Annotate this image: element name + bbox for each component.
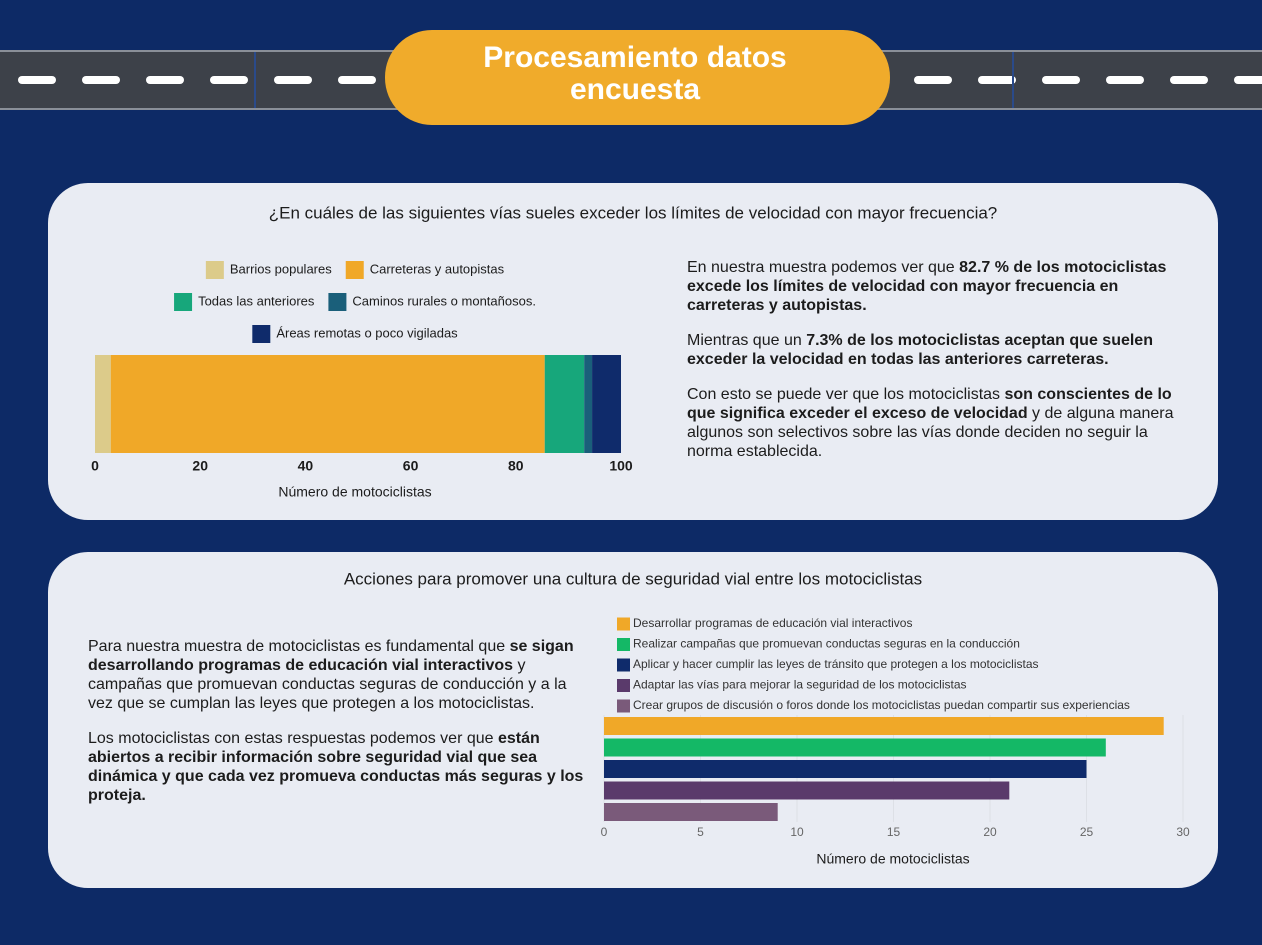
legend-swatch [617, 658, 630, 672]
text-run: Los motociclistas con estas respuestas p… [88, 730, 498, 747]
paragraph: Mientras que un 7.3% de los motociclista… [687, 331, 1192, 369]
road-dash [1234, 76, 1262, 84]
road-dash [1042, 76, 1080, 84]
bar [604, 803, 778, 821]
text-run: 7.3% de los motociclistas aceptan que su… [687, 332, 1153, 368]
x-axis-label: Número de motociclistas [278, 484, 431, 500]
road-dash [18, 76, 56, 84]
text-run: están abiertos a recibir información sob… [88, 730, 584, 804]
chart-title: ¿En cuáles de las siguientes vías sueles… [269, 203, 998, 222]
bar [604, 781, 1010, 800]
x-tick-label: 100 [609, 458, 633, 474]
x-tick-label: 0 [91, 458, 99, 474]
legend-label: Áreas remotas o poco vigiladas [276, 325, 458, 340]
x-tick-label: 20 [192, 458, 208, 474]
page-title: Procesamiento datos encuesta [483, 41, 787, 106]
text-run: se sigan desarrollando programas de educ… [88, 638, 574, 674]
x-tick-label: 10 [790, 825, 804, 839]
road-dash [978, 76, 1016, 84]
legend-swatch [617, 617, 630, 631]
road-dash [82, 76, 120, 84]
paragraph: Para nuestra muestra de motociclistas es… [88, 637, 588, 713]
x-tick-label: 25 [1080, 825, 1094, 839]
text-block: Para nuestra muestra de motociclistas es… [88, 637, 588, 821]
road-dash [210, 76, 248, 84]
x-tick-label: 5 [697, 825, 704, 839]
legend-label: Crear grupos de discusión o foros donde … [633, 698, 1130, 712]
legend-label: Desarrollar programas de educación vial … [633, 616, 912, 630]
legend-label: Realizar campañas que promuevan conducta… [633, 637, 1020, 651]
road-dash [338, 76, 376, 84]
text-run: Mientras que un [687, 332, 807, 349]
text-run: En nuestra muestra podemos ver que [687, 259, 960, 276]
x-tick-label: 0 [601, 825, 608, 839]
paragraph: En nuestra muestra podemos ver que 82.7 … [687, 258, 1192, 315]
road-dash [1170, 76, 1208, 84]
bar-segment [110, 355, 545, 453]
text-run: 82.7 % de los motociclistas excede los l… [687, 259, 1167, 314]
legend-label: Adaptar las vías para mejorar la segurid… [633, 678, 967, 692]
legend-label: Carreteras y autopistas [370, 261, 505, 276]
legend-label: Barrios populares [230, 261, 332, 276]
text-run: Con esto se puede ver que los motociclis… [687, 386, 1005, 403]
paragraph: Los motociclistas con estas respuestas p… [88, 729, 588, 805]
bar [604, 760, 1087, 778]
chart-title: Acciones para promover una cultura de se… [344, 569, 922, 588]
bar-segment [584, 355, 593, 453]
x-tick-label: 15 [887, 825, 901, 839]
bar-segment [544, 355, 585, 453]
road-dash [914, 76, 952, 84]
legend-label: Aplicar y hacer cumplir las leyes de trá… [633, 657, 1039, 671]
road-dash [274, 76, 312, 84]
paragraph: Con esto se puede ver que los motociclis… [687, 385, 1192, 461]
road-dash [1106, 76, 1144, 84]
legend-swatch [617, 679, 630, 692]
legend-swatch [617, 699, 630, 713]
x-tick-label: 20 [983, 825, 997, 839]
x-tick-label: 60 [403, 458, 419, 474]
text-run: Para nuestra muestra de motociclistas es… [88, 638, 510, 655]
bar-segment [95, 355, 111, 453]
legend-swatch [252, 325, 271, 343]
legend-swatch [174, 293, 193, 311]
text-run: y de alguna manera algunos son selectivo… [687, 405, 1174, 460]
x-tick-label: 30 [1176, 825, 1190, 839]
bar-segment [592, 355, 621, 453]
bar [604, 717, 1164, 735]
legend-label: Todas las anteriores [198, 293, 315, 308]
x-tick-label: 80 [508, 458, 524, 474]
x-axis-label: Número de motociclistas [816, 851, 969, 867]
bar [604, 738, 1106, 757]
road-dash [146, 76, 184, 84]
legend-swatch [345, 261, 364, 279]
text-block: En nuestra muestra podemos ver que 82.7 … [687, 258, 1192, 477]
legend-swatch [328, 293, 347, 311]
legend-label: Caminos rurales o montañosos. [352, 293, 536, 308]
x-tick-label: 40 [298, 458, 314, 474]
text-run: y campañas que promuevan conductas segur… [88, 657, 567, 712]
legend-swatch [205, 261, 224, 279]
text-run: son conscientes de lo que significa exce… [687, 386, 1172, 422]
legend-swatch [617, 638, 630, 651]
title-pill [385, 30, 890, 125]
